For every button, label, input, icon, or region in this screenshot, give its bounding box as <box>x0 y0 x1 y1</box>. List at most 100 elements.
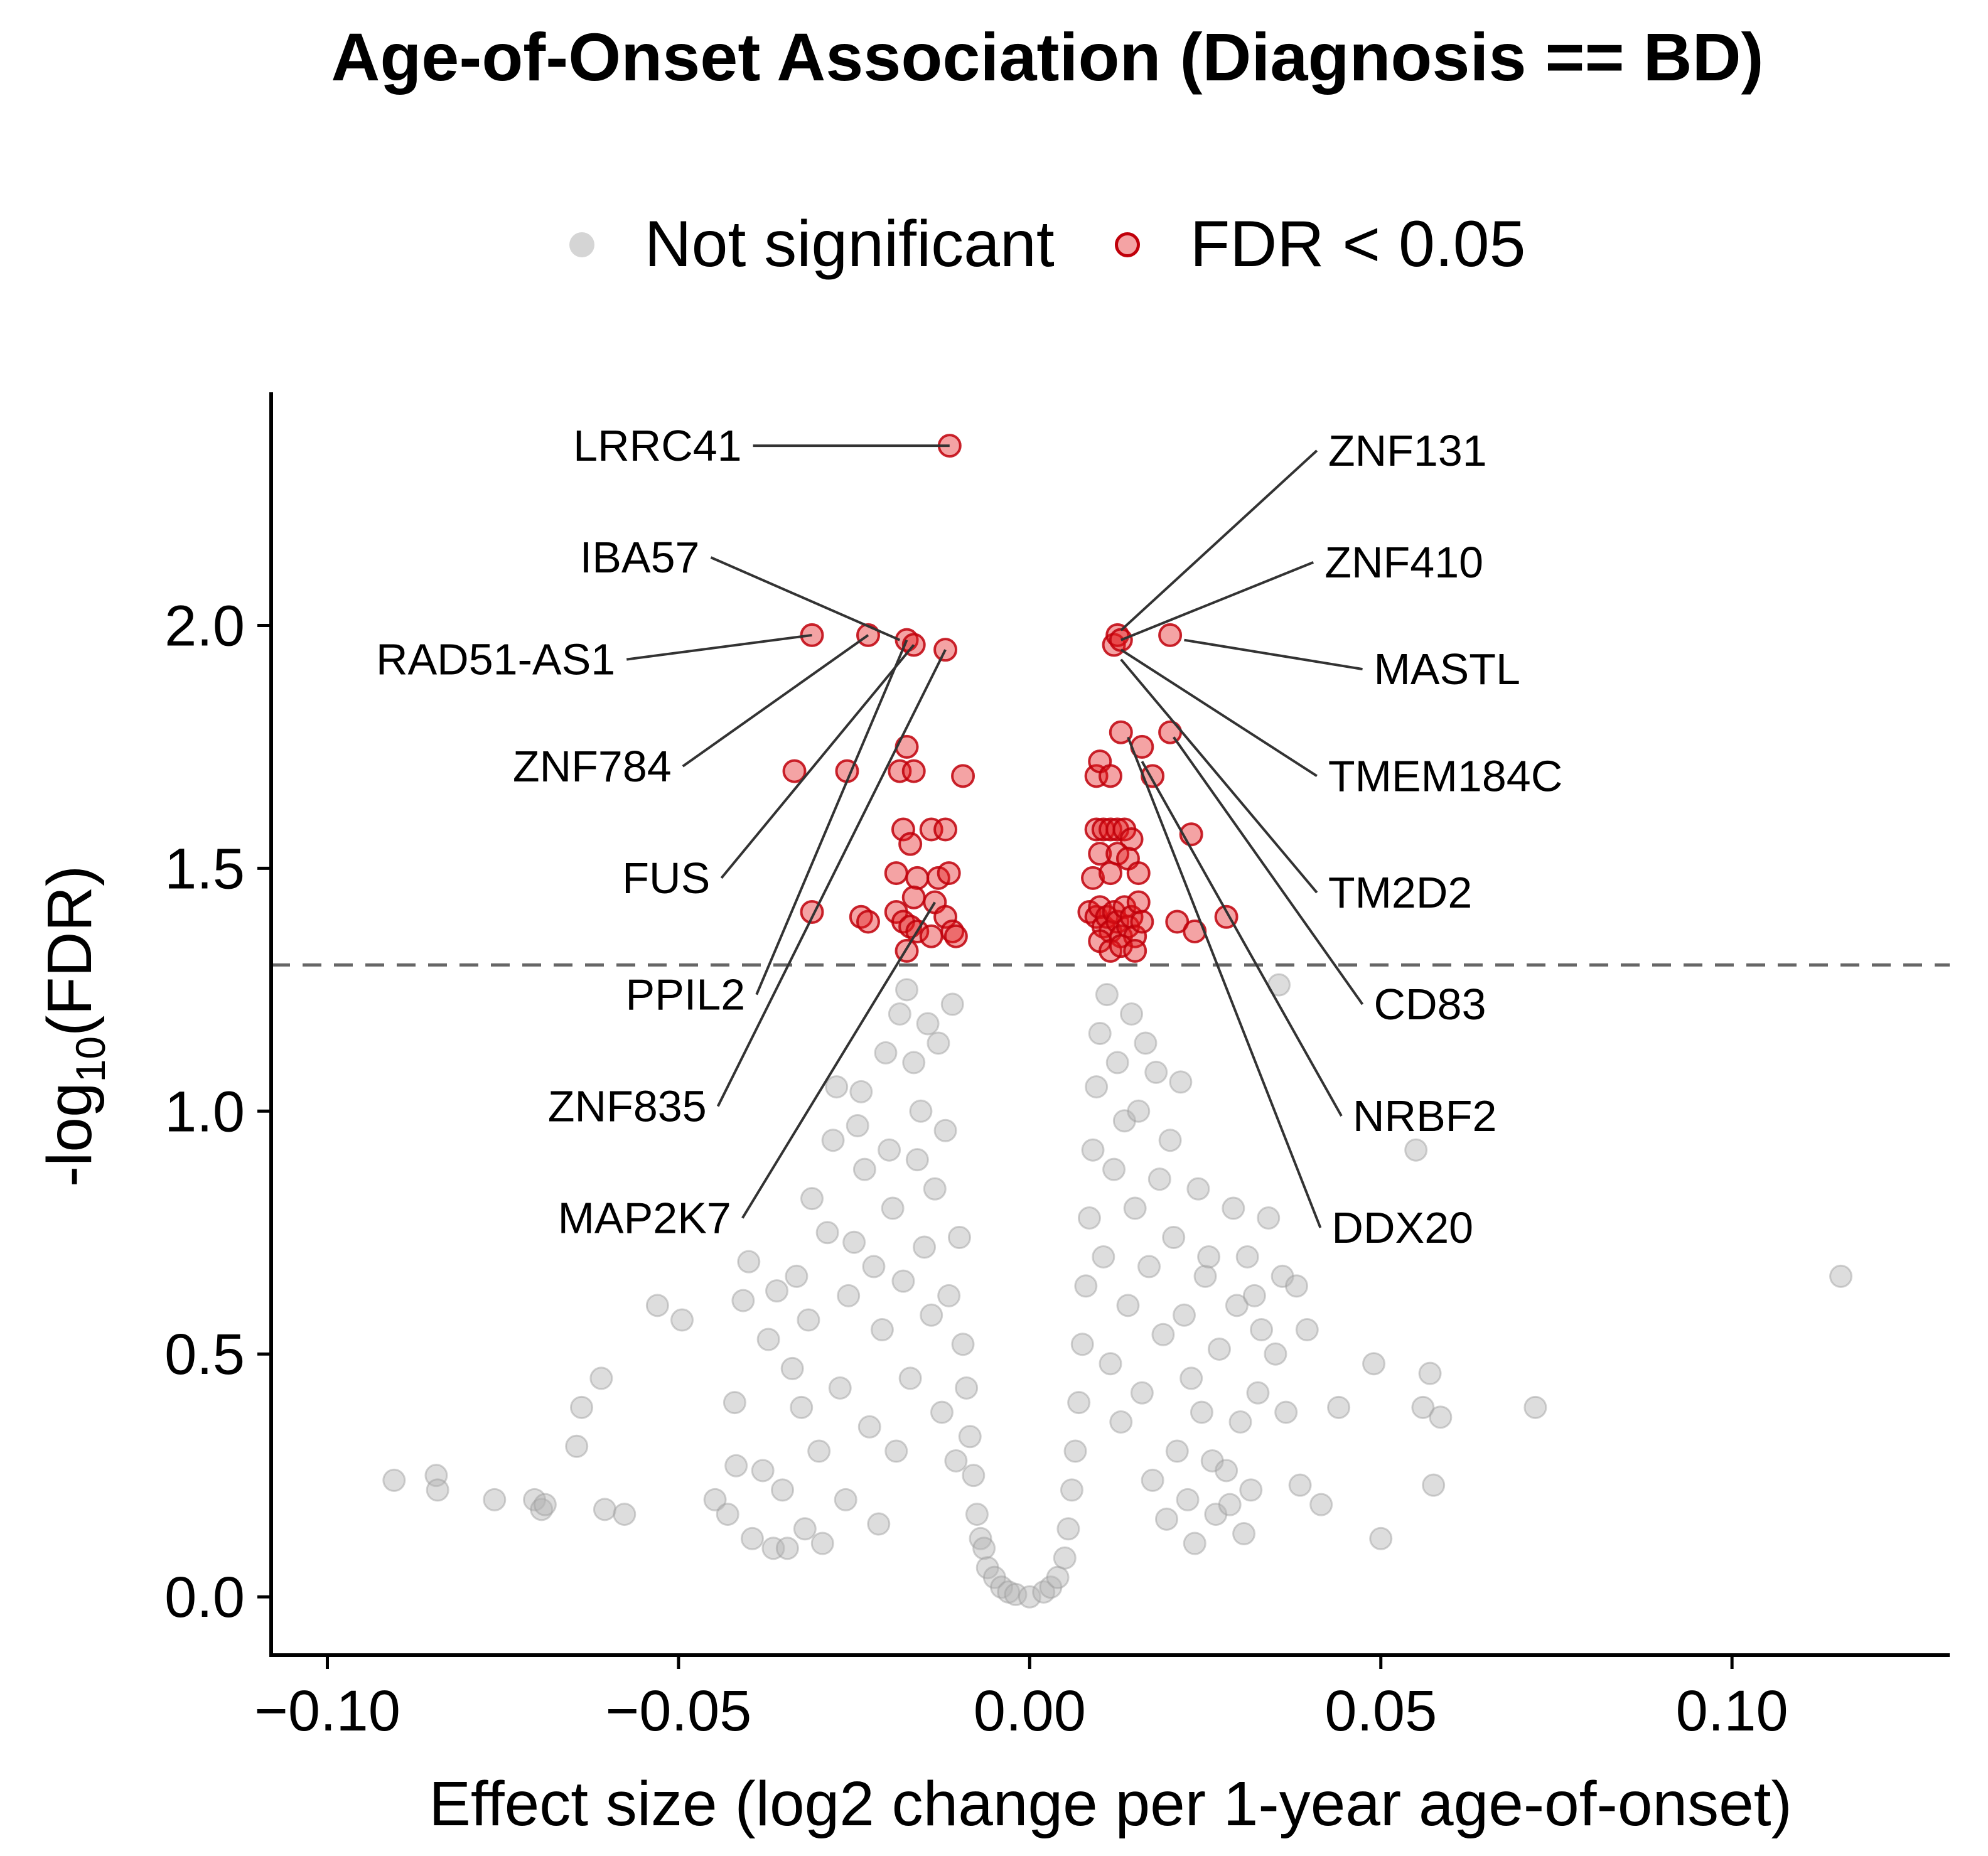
annotation-leader-line <box>1173 736 1364 1006</box>
not-significant-point <box>1120 1002 1144 1026</box>
annotation-leader-line <box>720 644 915 879</box>
not-significant-point <box>815 1221 839 1245</box>
significant-point <box>891 817 915 842</box>
y-ticks: 0.0 0.5 1.0 1.5 2.0 <box>164 594 271 1629</box>
significant-point <box>1109 720 1133 744</box>
not-significant-point <box>870 1318 894 1342</box>
significant-point <box>1099 861 1122 886</box>
y-tick-label: 1.5 <box>164 837 245 901</box>
not-significant-point <box>1411 1395 1435 1419</box>
gene-label: LRRC41 <box>573 421 741 470</box>
significant-points <box>782 434 1238 963</box>
legend-dot-significant <box>1114 232 1140 257</box>
not-significant-point <box>1295 1318 1319 1342</box>
significant-point <box>901 885 926 909</box>
not-significant-point <box>1004 1582 1028 1606</box>
gene-label: TMEM184C <box>1328 751 1562 800</box>
not-significant-point <box>530 1498 554 1521</box>
not-significant-point <box>1362 1352 1386 1376</box>
gene-label: TM2D2 <box>1328 868 1472 917</box>
gene-label: FUS <box>622 854 710 903</box>
significant-point <box>919 924 943 948</box>
not-significant-point <box>965 1503 989 1526</box>
not-significant-point <box>1127 1099 1151 1123</box>
not-significant-point <box>852 1157 876 1181</box>
not-significant-point <box>1215 1459 1238 1483</box>
not-significant-point <box>1067 1391 1091 1415</box>
legend-item-not-significant: Not significant <box>569 207 1055 282</box>
not-significant-point <box>1183 1531 1206 1555</box>
annotation-leader-line <box>710 556 901 641</box>
not-significant-point <box>1242 1284 1266 1307</box>
x-tick-label: −0.05 <box>606 1679 752 1743</box>
significant-point <box>856 909 881 934</box>
y-axis-title-tail: (FDR) <box>35 866 105 1036</box>
not-significant-point <box>570 1395 594 1419</box>
significant-point <box>933 904 958 929</box>
not-significant-point <box>1225 1294 1249 1317</box>
not-significant-point <box>1257 1206 1281 1230</box>
not-significant-point <box>930 1400 954 1424</box>
annotation-leader-line <box>741 901 937 1219</box>
not-significant-point <box>982 1565 1006 1589</box>
not-significant-point <box>927 1031 950 1055</box>
not-significant-point <box>884 1439 908 1463</box>
gene-label: MAP2K7 <box>558 1194 731 1243</box>
not-significant-point <box>937 1284 961 1307</box>
not-significant-point <box>737 1250 761 1274</box>
not-significant-point <box>1018 1585 1041 1609</box>
not-significant-point <box>645 1294 669 1317</box>
not-significant-point <box>933 1118 957 1142</box>
gene-label: MASTL <box>1374 645 1520 694</box>
y-tick-label: 1.0 <box>164 1080 245 1144</box>
significant-point <box>1119 827 1144 851</box>
legend-dot-not-significant <box>569 232 594 257</box>
significant-point <box>943 924 968 948</box>
annotation-leader-line <box>755 639 908 995</box>
not-significant-point <box>1190 1400 1213 1424</box>
not-significant-point <box>1158 1129 1182 1152</box>
y-axis-title-subscript: 10 <box>67 1036 114 1082</box>
not-significant-point <box>947 1225 971 1249</box>
gene-label: CD83 <box>1374 980 1486 1029</box>
significant-point <box>1099 764 1122 788</box>
not-significant-point <box>756 1328 780 1351</box>
not-significant-point <box>909 1099 933 1123</box>
not-significant-point <box>862 1255 886 1279</box>
annotation-leader-line <box>626 633 812 661</box>
not-significant-point <box>589 1366 613 1390</box>
not-significant-point <box>1197 1245 1221 1269</box>
not-significant-point <box>867 1512 891 1536</box>
not-significant-point <box>703 1488 727 1511</box>
not-significant-point <box>1204 1503 1228 1526</box>
not-significant-point <box>1099 1352 1122 1376</box>
not-significant-point <box>724 1454 748 1478</box>
not-significant-point <box>1074 1274 1098 1298</box>
not-significant-point <box>1309 1493 1333 1516</box>
not-significant-point <box>846 1114 869 1138</box>
significant-point <box>1109 934 1133 958</box>
not-significant-point <box>849 1080 873 1103</box>
not-significant-point <box>593 1498 616 1521</box>
not-significant-point <box>913 1235 937 1259</box>
not-significant-point <box>807 1439 831 1463</box>
not-significant-point <box>1207 1337 1231 1361</box>
not-significant-point <box>1429 1405 1453 1429</box>
not-significant-point <box>1418 1361 1442 1385</box>
not-significant-point <box>825 1075 849 1099</box>
significant-point <box>1130 909 1154 934</box>
not-significant-point <box>1404 1138 1428 1162</box>
y-tick-label: 2.0 <box>164 594 245 658</box>
not-significant-point <box>944 1449 968 1472</box>
not-significant-point <box>785 1264 809 1288</box>
not-significant-point <box>951 1333 975 1356</box>
not-significant-point <box>842 1230 866 1254</box>
y-tick-label: 0.5 <box>164 1322 245 1387</box>
not-significant-point <box>523 1488 547 1511</box>
not-significant-point <box>771 1478 795 1502</box>
not-significant-point <box>797 1308 820 1332</box>
annotation-leader-line <box>716 649 947 1107</box>
annotation-leader-line <box>1120 648 1318 778</box>
not-significant-point <box>905 1148 929 1172</box>
not-significant-point <box>962 1464 986 1488</box>
